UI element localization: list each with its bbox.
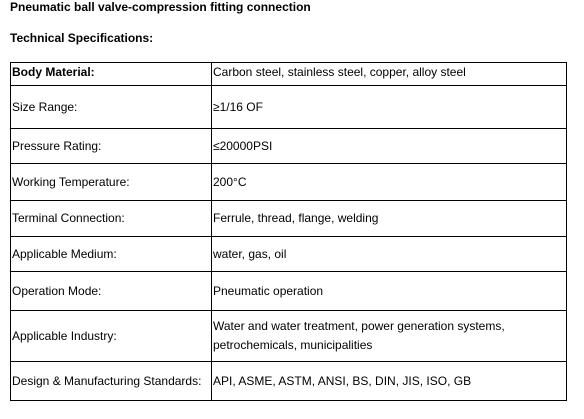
spec-label: Size Range: [10, 85, 212, 129]
spec-label: Operation Mode: [10, 271, 212, 311]
spec-value: ≤20000PSI [211, 128, 567, 164]
spec-label: Body Material: [10, 62, 212, 86]
table-row: Terminal Connection: Ferrule, thread, fla… [10, 200, 567, 237]
table-body: Body Material: Carbon steel, stainless st… [10, 62, 567, 401]
table-row: Size Range: ≥1/16 OF [10, 85, 567, 129]
spec-value: Ferrule, thread, flange, welding [211, 200, 567, 237]
title: Pneumatic ball valve-compression fitting… [10, 0, 311, 14]
spec-value: Water and water treatment, power generat… [211, 310, 567, 362]
spec-value: Pneumatic operation [211, 271, 567, 311]
table-row: Body Material: Carbon steel, stainless st… [10, 62, 567, 86]
spec-label: Design & Manufacturing Standards: [10, 361, 212, 401]
spec-label: Applicable Medium: [10, 236, 212, 272]
subtitle: Technical Specifications: [10, 31, 154, 45]
spec-label: Terminal Connection: [10, 200, 212, 237]
spec-label: Pressure Rating: [10, 128, 212, 164]
spec-label: Applicable Industry: [10, 310, 212, 362]
spec-value: water, gas, oil [211, 236, 567, 272]
spec-value: ≥1/16 OF [211, 85, 567, 129]
spec-label: Working Temperature: [10, 163, 212, 201]
spec-value: Carbon steel, stainless steel, copper, a… [211, 62, 567, 86]
spec-value: 200°C [211, 163, 567, 201]
table-row: Operation Mode: Pneumatic operation [10, 271, 567, 311]
table-row: Applicable Industry: Water and water trea… [10, 310, 567, 362]
table-row: Pressure Rating: ≤20000PSI [10, 128, 567, 164]
spec-value: API, ASME, ASTM, ANSI, BS, DIN, JIS, ISO… [211, 361, 567, 401]
table-row: Applicable Medium: water, gas, oil [10, 236, 567, 272]
table-row: Working Temperature: 200°C [10, 163, 567, 201]
table-row: Design & Manufacturing Standards: API, AS… [10, 361, 567, 401]
spec-table: Body Material: Carbon steel, stainless st… [10, 62, 567, 401]
